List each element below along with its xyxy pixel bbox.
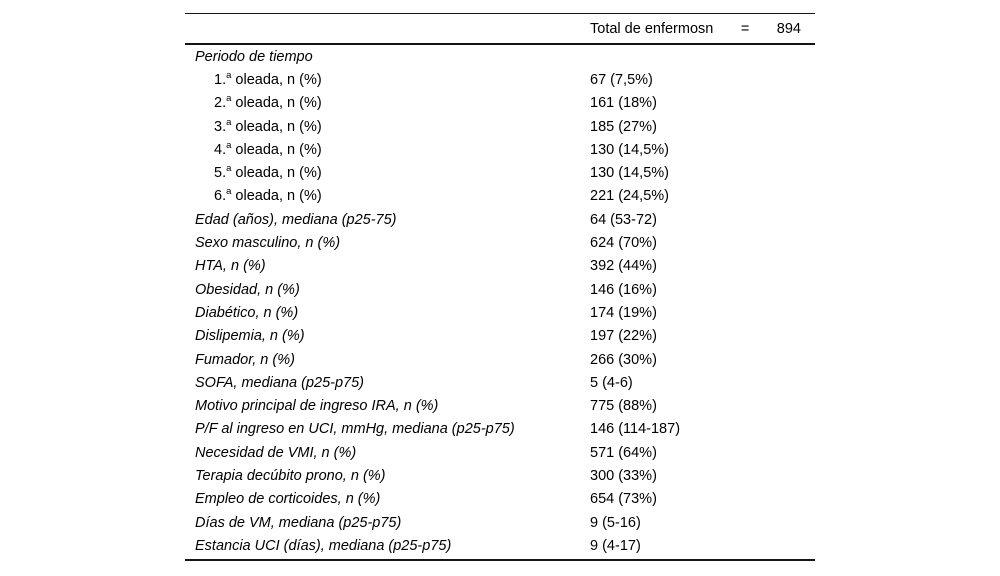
table-row: Necesidad de VMI, n (%) 571 (64%): [185, 441, 815, 464]
row-label: SOFA, mediana (p25-p75): [195, 374, 364, 391]
table-row: Periodo de tiempo: [185, 45, 815, 68]
row-value: 64 (53-72): [590, 211, 657, 228]
row-value: 221 (24,5%): [590, 188, 669, 205]
table-row: Estancia UCI (días), mediana (p25-p75) 9…: [185, 534, 815, 557]
table-row: Motivo principal de ingreso IRA, n (%) 7…: [185, 394, 815, 417]
table-row: Terapia decúbito prono, n (%) 300 (33%): [185, 464, 815, 487]
row-label: Días de VM, mediana (p25-p75): [195, 514, 402, 531]
table-row: Días de VM, mediana (p25-p75) 9 (5-16): [185, 511, 815, 534]
total-patients-value: 894: [776, 20, 801, 37]
table-row: SOFA, mediana (p25-p75) 5 (4-6): [185, 371, 815, 394]
row-label: Motivo principal de ingreso IRA, n (%): [195, 398, 439, 415]
row-label-text: oleada, n (%): [231, 188, 322, 205]
ordinal-number: 5.: [214, 165, 227, 182]
row-value: 9 (4-17): [590, 537, 641, 554]
row-label: Dislipemia, n (%): [195, 328, 305, 345]
row-label: Terapia decúbito prono, n (%): [195, 467, 386, 484]
ordinal-number: 2.: [214, 95, 227, 112]
row-value: 654 (73%): [590, 491, 657, 508]
table-row: Diabético, n (%) 174 (19%): [185, 301, 815, 324]
ordinal-number: 1.: [214, 71, 227, 88]
ordinal-number: 6.: [214, 188, 227, 205]
row-label: Edad (años), mediana (p25-75): [195, 211, 397, 228]
row-label-text: oleada, n (%): [231, 118, 322, 135]
row-label: Fumador, n (%): [195, 351, 295, 368]
table-body: Periodo de tiempo 1.a oleada, n (%) 67 (…: [185, 45, 815, 561]
row-label: 4.a oleada, n (%): [185, 140, 590, 158]
table-row: 5.a oleada, n (%) 130 (14,5%): [185, 161, 815, 184]
row-label: Periodo de tiempo: [195, 48, 313, 65]
ordinal-superscript: a: [226, 140, 232, 151]
row-label-text: oleada, n (%): [231, 165, 322, 182]
row-value: 174 (19%): [590, 304, 657, 321]
row-label: 2.a oleada, n (%): [185, 93, 590, 112]
row-value: 9 (5-16): [590, 514, 641, 531]
table-row: Empleo de corticoides, n (%) 654 (73%): [185, 488, 815, 511]
table-row: Sexo masculino, n (%) 624 (70%): [185, 231, 815, 254]
table-row: Dislipemia, n (%) 197 (22%): [185, 325, 815, 348]
row-value: 146 (114-187): [590, 421, 681, 438]
ordinal-superscript: a: [226, 186, 232, 198]
ordinal-superscript: a: [226, 93, 232, 105]
row-value: 67 (7,5%): [590, 71, 653, 88]
row-value: 392 (44%): [590, 258, 657, 275]
row-label: 5.a oleada, n (%): [185, 163, 590, 182]
ordinal-superscript: a: [226, 116, 232, 128]
row-value: 161 (18%): [590, 95, 657, 112]
row-label: 3.a oleada, n (%): [185, 116, 590, 135]
row-value: 775 (88%): [590, 398, 657, 415]
row-label-text: oleada, n (%): [231, 141, 322, 158]
ordinal-number: 3.: [214, 118, 227, 135]
row-value: 5 (4-6): [590, 374, 633, 391]
table-row: 4.a oleada, n (%) 130 (14,5%): [185, 138, 815, 161]
ordinal-superscript: a: [226, 163, 232, 175]
table-row: HTA, n (%) 392 (44%): [185, 255, 815, 278]
row-label: Sexo masculino, n (%): [195, 235, 341, 252]
table-row: Edad (años), mediana (p25-75) 64 (53-72): [185, 208, 815, 231]
row-value: 300 (33%): [590, 467, 657, 484]
row-value: 146 (16%): [590, 281, 657, 298]
row-label: Necesidad de VMI, n (%): [195, 444, 357, 461]
table-row: 3.a oleada, n (%) 185 (27%): [185, 115, 815, 138]
row-value: 130 (14,5%): [590, 165, 669, 182]
row-label: Empleo de corticoides, n (%): [195, 491, 381, 508]
row-value: 130 (14,5%): [590, 141, 669, 158]
row-value: 197 (22%): [590, 328, 657, 345]
row-label: P/F al ingreso en UCI, mmHg, mediana (p2…: [195, 421, 515, 438]
row-label: HTA, n (%): [195, 258, 266, 275]
equals-sign: =: [740, 20, 750, 37]
table-row: Obesidad, n (%) 146 (16%): [185, 278, 815, 301]
table-row: 1.a oleada, n (%) 67 (7,5%): [185, 68, 815, 91]
table-row: 6.a oleada, n (%) 221 (24,5%): [185, 185, 815, 208]
row-label: Diabético, n (%): [195, 304, 299, 321]
row-value: 624 (70%): [590, 235, 657, 252]
row-value: 266 (30%): [590, 351, 657, 368]
table-row: 2.a oleada, n (%) 161 (18%): [185, 92, 815, 115]
row-label: 1.a oleada, n (%): [185, 70, 590, 88]
table-row: Fumador, n (%) 266 (30%): [185, 348, 815, 371]
row-value: 571 (64%): [590, 444, 657, 461]
row-label: Obesidad, n (%): [195, 281, 300, 298]
ordinal-number: 4.: [214, 141, 227, 158]
row-label-text: oleada, n (%): [231, 95, 322, 112]
patient-characteristics-table: Total de enfermosn = 894 Periodo de tiem…: [185, 13, 815, 561]
row-value: 185 (27%): [590, 118, 657, 135]
row-label-text: oleada, n (%): [231, 71, 322, 88]
row-label: Estancia UCI (días), mediana (p25-p75): [195, 537, 452, 554]
ordinal-superscript: a: [226, 70, 232, 82]
table-header-row: Total de enfermosn = 894: [185, 14, 815, 45]
row-label: 6.a oleada, n (%): [185, 186, 590, 205]
table-row: P/F al ingreso en UCI, mmHg, mediana (p2…: [185, 418, 815, 441]
total-patients-label: Total de enfermosn: [590, 20, 714, 37]
